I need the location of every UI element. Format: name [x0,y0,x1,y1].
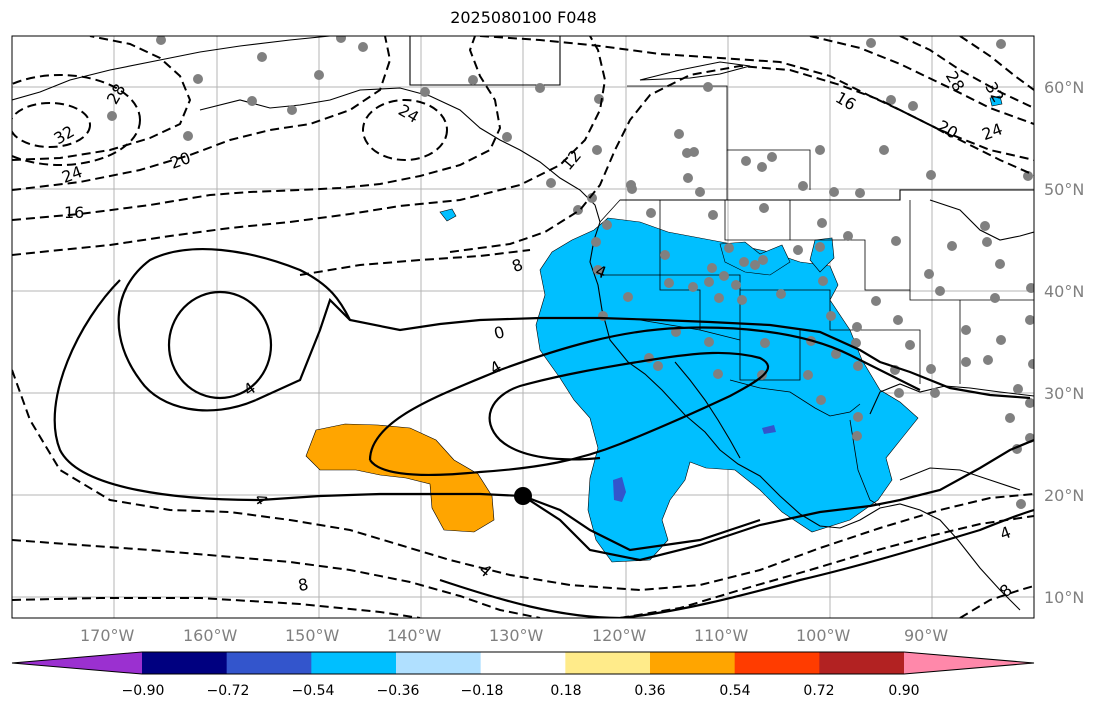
contour-label: 16 [832,88,859,115]
colorbar-extend-low [12,652,142,674]
colorbar-outline [11,651,1035,675]
colorbar-extend-high [904,652,1034,674]
negative-anomaly-patch [439,208,457,222]
contour-label: 16 [64,203,84,222]
colorbar-bin [396,652,482,674]
contour-label: 20 [934,116,961,143]
lat-label: 40°N [1044,282,1085,301]
contour-label: 24 [59,162,85,187]
lat-label: 50°N [1044,180,1085,199]
lon-label: 110°W [694,626,749,645]
strong-negative-patch [613,477,626,502]
lon-label: 120°W [592,626,647,645]
lon-label: 170°W [80,626,135,645]
dashed-contours [12,36,1034,618]
map-frame [11,35,1035,619]
colorbar-bin [565,652,651,674]
colorbar-bin [142,652,228,674]
contour-label: 20 [168,148,194,173]
negative-anomaly-patch [719,241,791,276]
contour-label: 32 [50,122,77,149]
colorbar-tick-label: 0.90 [888,683,920,699]
contour-label: 32 [981,79,1008,106]
contour-label: 8 [297,575,310,595]
storm-center-marker [514,487,532,505]
colorbar-tick-label: 0.36 [634,683,666,699]
contour-labels: 28 32 24 20 16 24 12 8 0 4 4 4 8 4 4 16 … [50,68,1015,601]
colorbar-tick-label: 0.18 [550,683,582,699]
contour-label: 24 [979,119,1005,144]
contour-label: 24 [395,100,422,127]
colorbar-tick-label: 0.54 [719,683,751,699]
colorbar-tick-label: −0.90 [121,683,165,699]
negative-anomaly-patch [989,95,1003,107]
lat-label: 60°N [1044,78,1085,97]
negative-anomaly-field [535,217,919,563]
solid-contours [53,247,1034,618]
graticule [12,36,1034,618]
lat-label: 20°N [1044,486,1085,505]
lon-label: 150°W [285,626,340,645]
colorbar-bin [650,652,736,674]
contour-label: 4 [250,490,272,508]
colorbar-tick-label: −0.72 [206,683,250,699]
colorbar-tick-label: −0.54 [291,683,335,699]
contour-label: 28 [103,80,130,107]
contour-label: 0 [492,322,507,343]
strong-negative-patch [762,425,776,434]
lon-label: 160°W [183,626,238,645]
lon-label: 100°W [796,626,851,645]
colorbar-bin [480,652,566,674]
map-area [12,36,1034,618]
colorbar-bin [311,652,397,674]
colorbar-bin [226,652,312,674]
lat-label: 30°N [1044,384,1085,403]
contour-label: 12 [557,146,585,174]
colorbar-bin [734,652,820,674]
lat-label: 10°N [1044,588,1085,607]
colorbar-tick-label: −0.36 [376,683,420,699]
colorbar-tick-label: 0.72 [803,683,835,699]
map-title: 2025080100 F048 [450,8,597,27]
lon-label: 130°W [489,626,544,645]
colorbar-bin [819,652,905,674]
contour-label: 4 [997,522,1013,543]
colorbar-tick-label: −0.18 [460,683,504,699]
coastlines [12,36,1034,611]
lon-label: 90°W [904,626,949,645]
colorbar [11,651,1035,675]
positive-anomaly-field [305,423,495,533]
lon-label: 140°W [387,626,442,645]
